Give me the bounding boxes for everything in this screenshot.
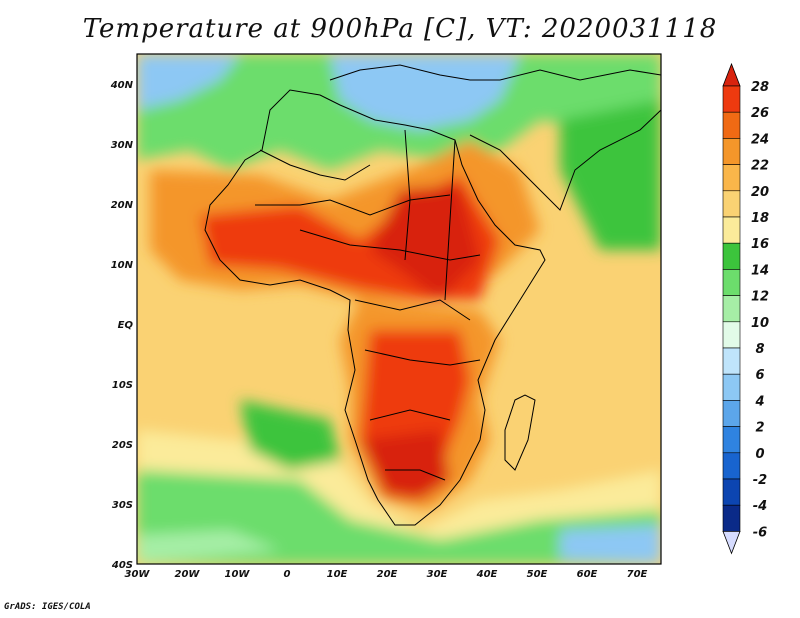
lat-tick-label: 10N <box>111 260 134 271</box>
colorbar-label: 14 <box>751 263 769 278</box>
colorbar-swatch <box>722 269 741 296</box>
colorbar-swatch <box>722 164 741 192</box>
lon-tick-label: 10E <box>327 569 348 580</box>
longitude-axis: 30W 20W 10W 0 10E 20E 30E 40E 50E 60E 70… <box>125 569 648 580</box>
colorbar-label: 4 <box>754 394 764 409</box>
lon-tick-label: 10W <box>225 569 251 580</box>
lon-tick-label: 40E <box>476 569 498 580</box>
lat-tick-label: 40N <box>110 80 134 91</box>
colorbar-label: -4 <box>753 499 767 514</box>
lat-tick-label: 30S <box>112 500 133 511</box>
lon-tick-label: 30W <box>125 569 151 580</box>
plot-frame <box>136 53 662 565</box>
colorbar-swatch <box>722 504 741 532</box>
colorbar-label: 6 <box>755 368 764 383</box>
colorbar-swatch <box>722 400 741 427</box>
colorbar-label: 18 <box>751 211 769 226</box>
latitude-axis: 40N 30N 20N 10N EQ 10S 20S 30S 40S <box>110 80 134 571</box>
colorbar-swatch <box>722 138 741 165</box>
lon-tick-label: 70E <box>627 569 648 580</box>
lon-tick-label: 50E <box>527 569 548 580</box>
lon-tick-label: 60E <box>577 569 598 580</box>
colorbar-label: 10 <box>751 316 769 331</box>
colorbar-label: 16 <box>751 237 769 252</box>
colorbar-swatch <box>722 347 741 375</box>
coastlines <box>204 64 661 526</box>
colorbar-top-arrow <box>722 62 741 87</box>
colorbar-label: -2 <box>753 473 767 488</box>
colorbar-swatch <box>722 295 741 323</box>
lat-tick-label: EQ <box>118 320 134 331</box>
colorbar-swatch <box>722 111 741 139</box>
colorbar-swatch <box>722 321 741 349</box>
colorbar-swatch <box>722 426 741 454</box>
colorbar-swatch <box>722 242 741 270</box>
colorbar-label: -6 <box>753 525 767 540</box>
lat-tick-label: 30N <box>111 140 134 151</box>
colorbar-swatch <box>722 216 741 244</box>
colorbar-swatch <box>722 452 741 480</box>
colorbar-label: 24 <box>751 132 769 147</box>
lon-tick-label: 0 <box>284 569 291 580</box>
colorbar-label: 26 <box>751 106 769 121</box>
colorbar-swatch <box>722 190 741 218</box>
temperature-field <box>137 54 661 564</box>
colorbar-label: 20 <box>751 185 769 200</box>
colorbar-label: 28 <box>751 80 769 95</box>
lat-tick-label: 10S <box>112 380 133 391</box>
colorbar-swatch <box>722 85 741 113</box>
colorbar-bottom-arrow <box>722 531 741 555</box>
lat-tick-label: 20N <box>111 200 134 211</box>
lon-tick-label: 30E <box>427 569 448 580</box>
lat-tick-label: 40S <box>111 560 133 571</box>
colorbar-swatch <box>722 478 741 506</box>
lon-tick-label: 20W <box>175 569 201 580</box>
map-title: Temperature at 900hPa [C], VT: 202003111… <box>82 14 718 44</box>
colorbar-label: 8 <box>755 342 764 357</box>
lon-tick-label: 20E <box>377 569 398 580</box>
colorbar-label: 12 <box>751 290 769 305</box>
credit-label: GrADS: IGES/COLA <box>4 602 91 612</box>
colorbar-label: 2 <box>755 421 764 436</box>
colorbar-label: 22 <box>751 159 769 174</box>
lat-tick-label: 20S <box>112 440 133 451</box>
colorbar-label: 0 <box>755 447 764 462</box>
colorbar-swatch <box>722 373 741 401</box>
